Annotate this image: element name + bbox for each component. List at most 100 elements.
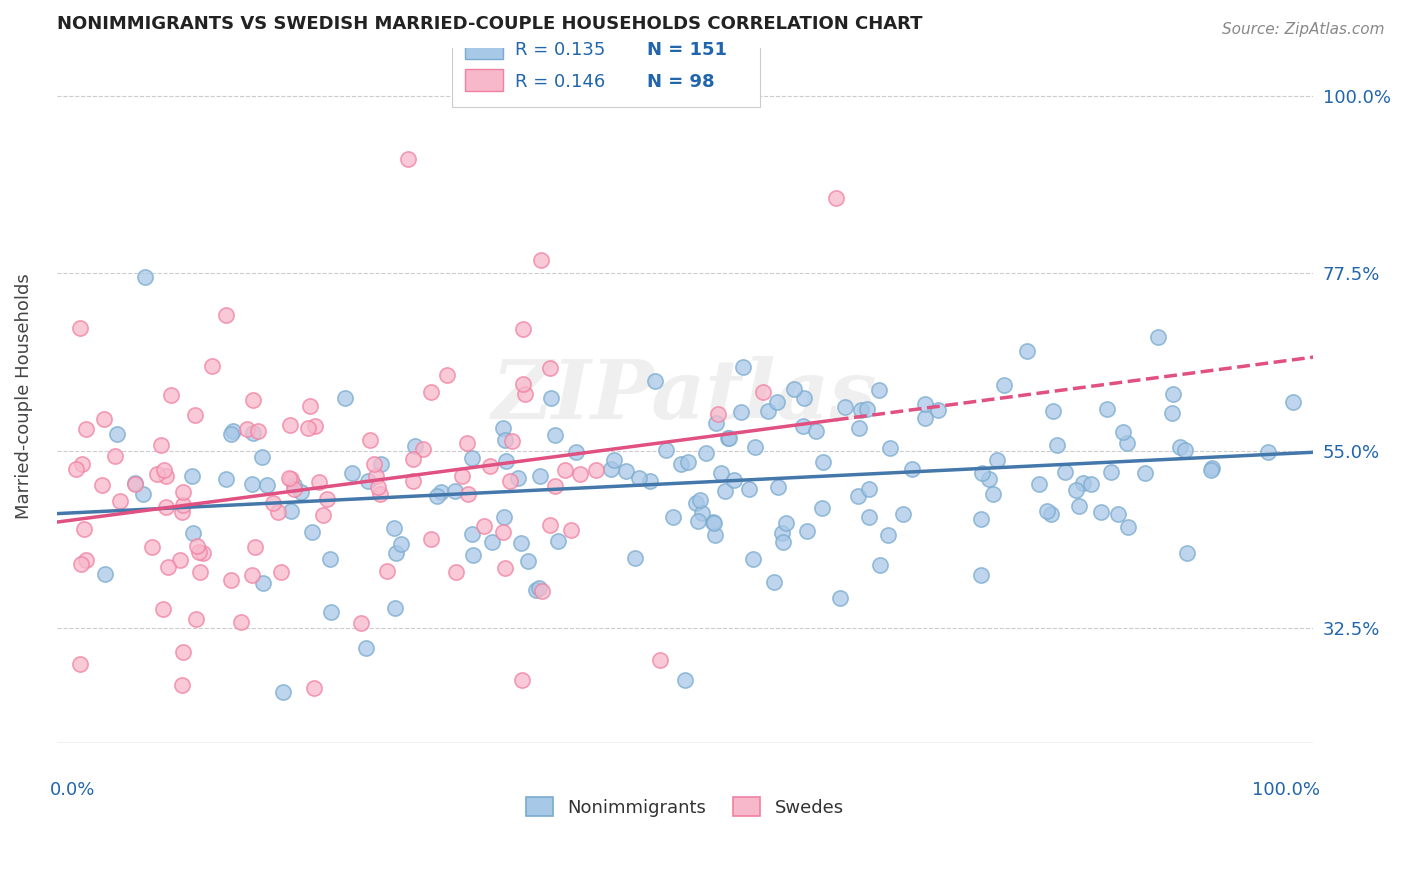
Nonimmigrants bbox=[744, 440, 766, 454]
Swedes bbox=[75, 553, 97, 567]
Nonimmigrants bbox=[242, 425, 264, 440]
Swedes bbox=[160, 388, 183, 402]
Nonimmigrants bbox=[775, 516, 797, 530]
Swedes bbox=[153, 463, 176, 477]
Swedes bbox=[554, 463, 576, 477]
Swedes bbox=[585, 463, 607, 477]
Text: 100.0%: 100.0% bbox=[1251, 781, 1320, 799]
Swedes bbox=[298, 399, 321, 413]
Nonimmigrants bbox=[384, 600, 406, 615]
Text: Source: ZipAtlas.com: Source: ZipAtlas.com bbox=[1222, 22, 1385, 37]
Swedes bbox=[513, 387, 536, 401]
Bar bbox=[465, 70, 503, 92]
Nonimmigrants bbox=[1067, 500, 1090, 514]
Nonimmigrants bbox=[914, 397, 936, 411]
Swedes bbox=[280, 418, 302, 433]
Swedes bbox=[363, 457, 385, 471]
Nonimmigrants bbox=[1054, 465, 1077, 479]
Nonimmigrants bbox=[1071, 475, 1094, 490]
Swedes bbox=[398, 152, 420, 166]
Nonimmigrants bbox=[927, 403, 949, 417]
Nonimmigrants bbox=[1257, 445, 1279, 459]
Swedes bbox=[364, 469, 387, 483]
Swedes bbox=[456, 436, 478, 450]
Nonimmigrants bbox=[703, 528, 725, 542]
Nonimmigrants bbox=[695, 445, 717, 459]
Nonimmigrants bbox=[1199, 463, 1222, 477]
Swedes bbox=[169, 553, 191, 567]
Nonimmigrants bbox=[318, 551, 340, 566]
Swedes bbox=[308, 475, 330, 489]
Nonimmigrants bbox=[481, 535, 503, 549]
Nonimmigrants bbox=[879, 442, 901, 456]
Swedes bbox=[512, 376, 534, 391]
Nonimmigrants bbox=[848, 420, 870, 434]
Nonimmigrants bbox=[252, 576, 274, 591]
Nonimmigrants bbox=[256, 478, 278, 492]
Nonimmigrants bbox=[1133, 467, 1156, 481]
Nonimmigrants bbox=[703, 516, 725, 530]
Swedes bbox=[501, 434, 523, 449]
Swedes bbox=[150, 438, 173, 452]
Swedes bbox=[229, 615, 252, 629]
Nonimmigrants bbox=[524, 582, 547, 597]
Swedes bbox=[478, 459, 501, 474]
Nonimmigrants bbox=[768, 480, 790, 494]
Swedes bbox=[70, 457, 93, 471]
Nonimmigrants bbox=[544, 427, 567, 442]
Nonimmigrants bbox=[219, 426, 242, 441]
Swedes bbox=[155, 469, 177, 483]
Swedes bbox=[172, 645, 194, 659]
Swedes bbox=[451, 468, 474, 483]
Nonimmigrants bbox=[1201, 461, 1223, 475]
Nonimmigrants bbox=[382, 521, 405, 535]
Nonimmigrants bbox=[762, 575, 785, 590]
Nonimmigrants bbox=[240, 476, 263, 491]
Nonimmigrants bbox=[600, 462, 623, 476]
Bar bbox=[465, 37, 503, 59]
Nonimmigrants bbox=[993, 377, 1015, 392]
Swedes bbox=[243, 540, 266, 554]
Swedes bbox=[648, 653, 671, 667]
Nonimmigrants bbox=[1090, 505, 1112, 519]
Nonimmigrants bbox=[1099, 465, 1122, 479]
Nonimmigrants bbox=[181, 526, 204, 541]
Swedes bbox=[375, 564, 398, 578]
Nonimmigrants bbox=[1107, 507, 1129, 521]
Nonimmigrants bbox=[134, 270, 156, 285]
Nonimmigrants bbox=[765, 394, 787, 409]
Y-axis label: Married-couple Households: Married-couple Households bbox=[15, 273, 32, 518]
Nonimmigrants bbox=[494, 509, 516, 524]
Nonimmigrants bbox=[868, 384, 890, 398]
Nonimmigrants bbox=[461, 450, 484, 465]
Swedes bbox=[141, 540, 163, 554]
Swedes bbox=[172, 498, 194, 512]
Nonimmigrants bbox=[741, 552, 763, 566]
Nonimmigrants bbox=[686, 514, 709, 528]
Nonimmigrants bbox=[1161, 387, 1184, 401]
Nonimmigrants bbox=[492, 421, 515, 435]
Swedes bbox=[444, 566, 467, 580]
Nonimmigrants bbox=[131, 487, 153, 501]
Swedes bbox=[568, 467, 591, 482]
Swedes bbox=[367, 480, 389, 494]
Swedes bbox=[368, 486, 391, 500]
Swedes bbox=[69, 557, 91, 571]
Swedes bbox=[499, 475, 522, 489]
Nonimmigrants bbox=[858, 482, 880, 496]
Swedes bbox=[152, 602, 174, 616]
Swedes bbox=[315, 491, 337, 506]
Swedes bbox=[91, 477, 114, 491]
Nonimmigrants bbox=[828, 591, 851, 606]
Swedes bbox=[188, 544, 211, 558]
Swedes bbox=[304, 418, 326, 433]
Swedes bbox=[69, 321, 91, 335]
Nonimmigrants bbox=[1173, 442, 1195, 457]
Nonimmigrants bbox=[222, 425, 245, 439]
Nonimmigrants bbox=[723, 473, 745, 487]
Nonimmigrants bbox=[1112, 425, 1135, 439]
Nonimmigrants bbox=[811, 501, 834, 516]
Swedes bbox=[267, 505, 290, 519]
Nonimmigrants bbox=[979, 472, 1001, 486]
Swedes bbox=[191, 546, 214, 560]
